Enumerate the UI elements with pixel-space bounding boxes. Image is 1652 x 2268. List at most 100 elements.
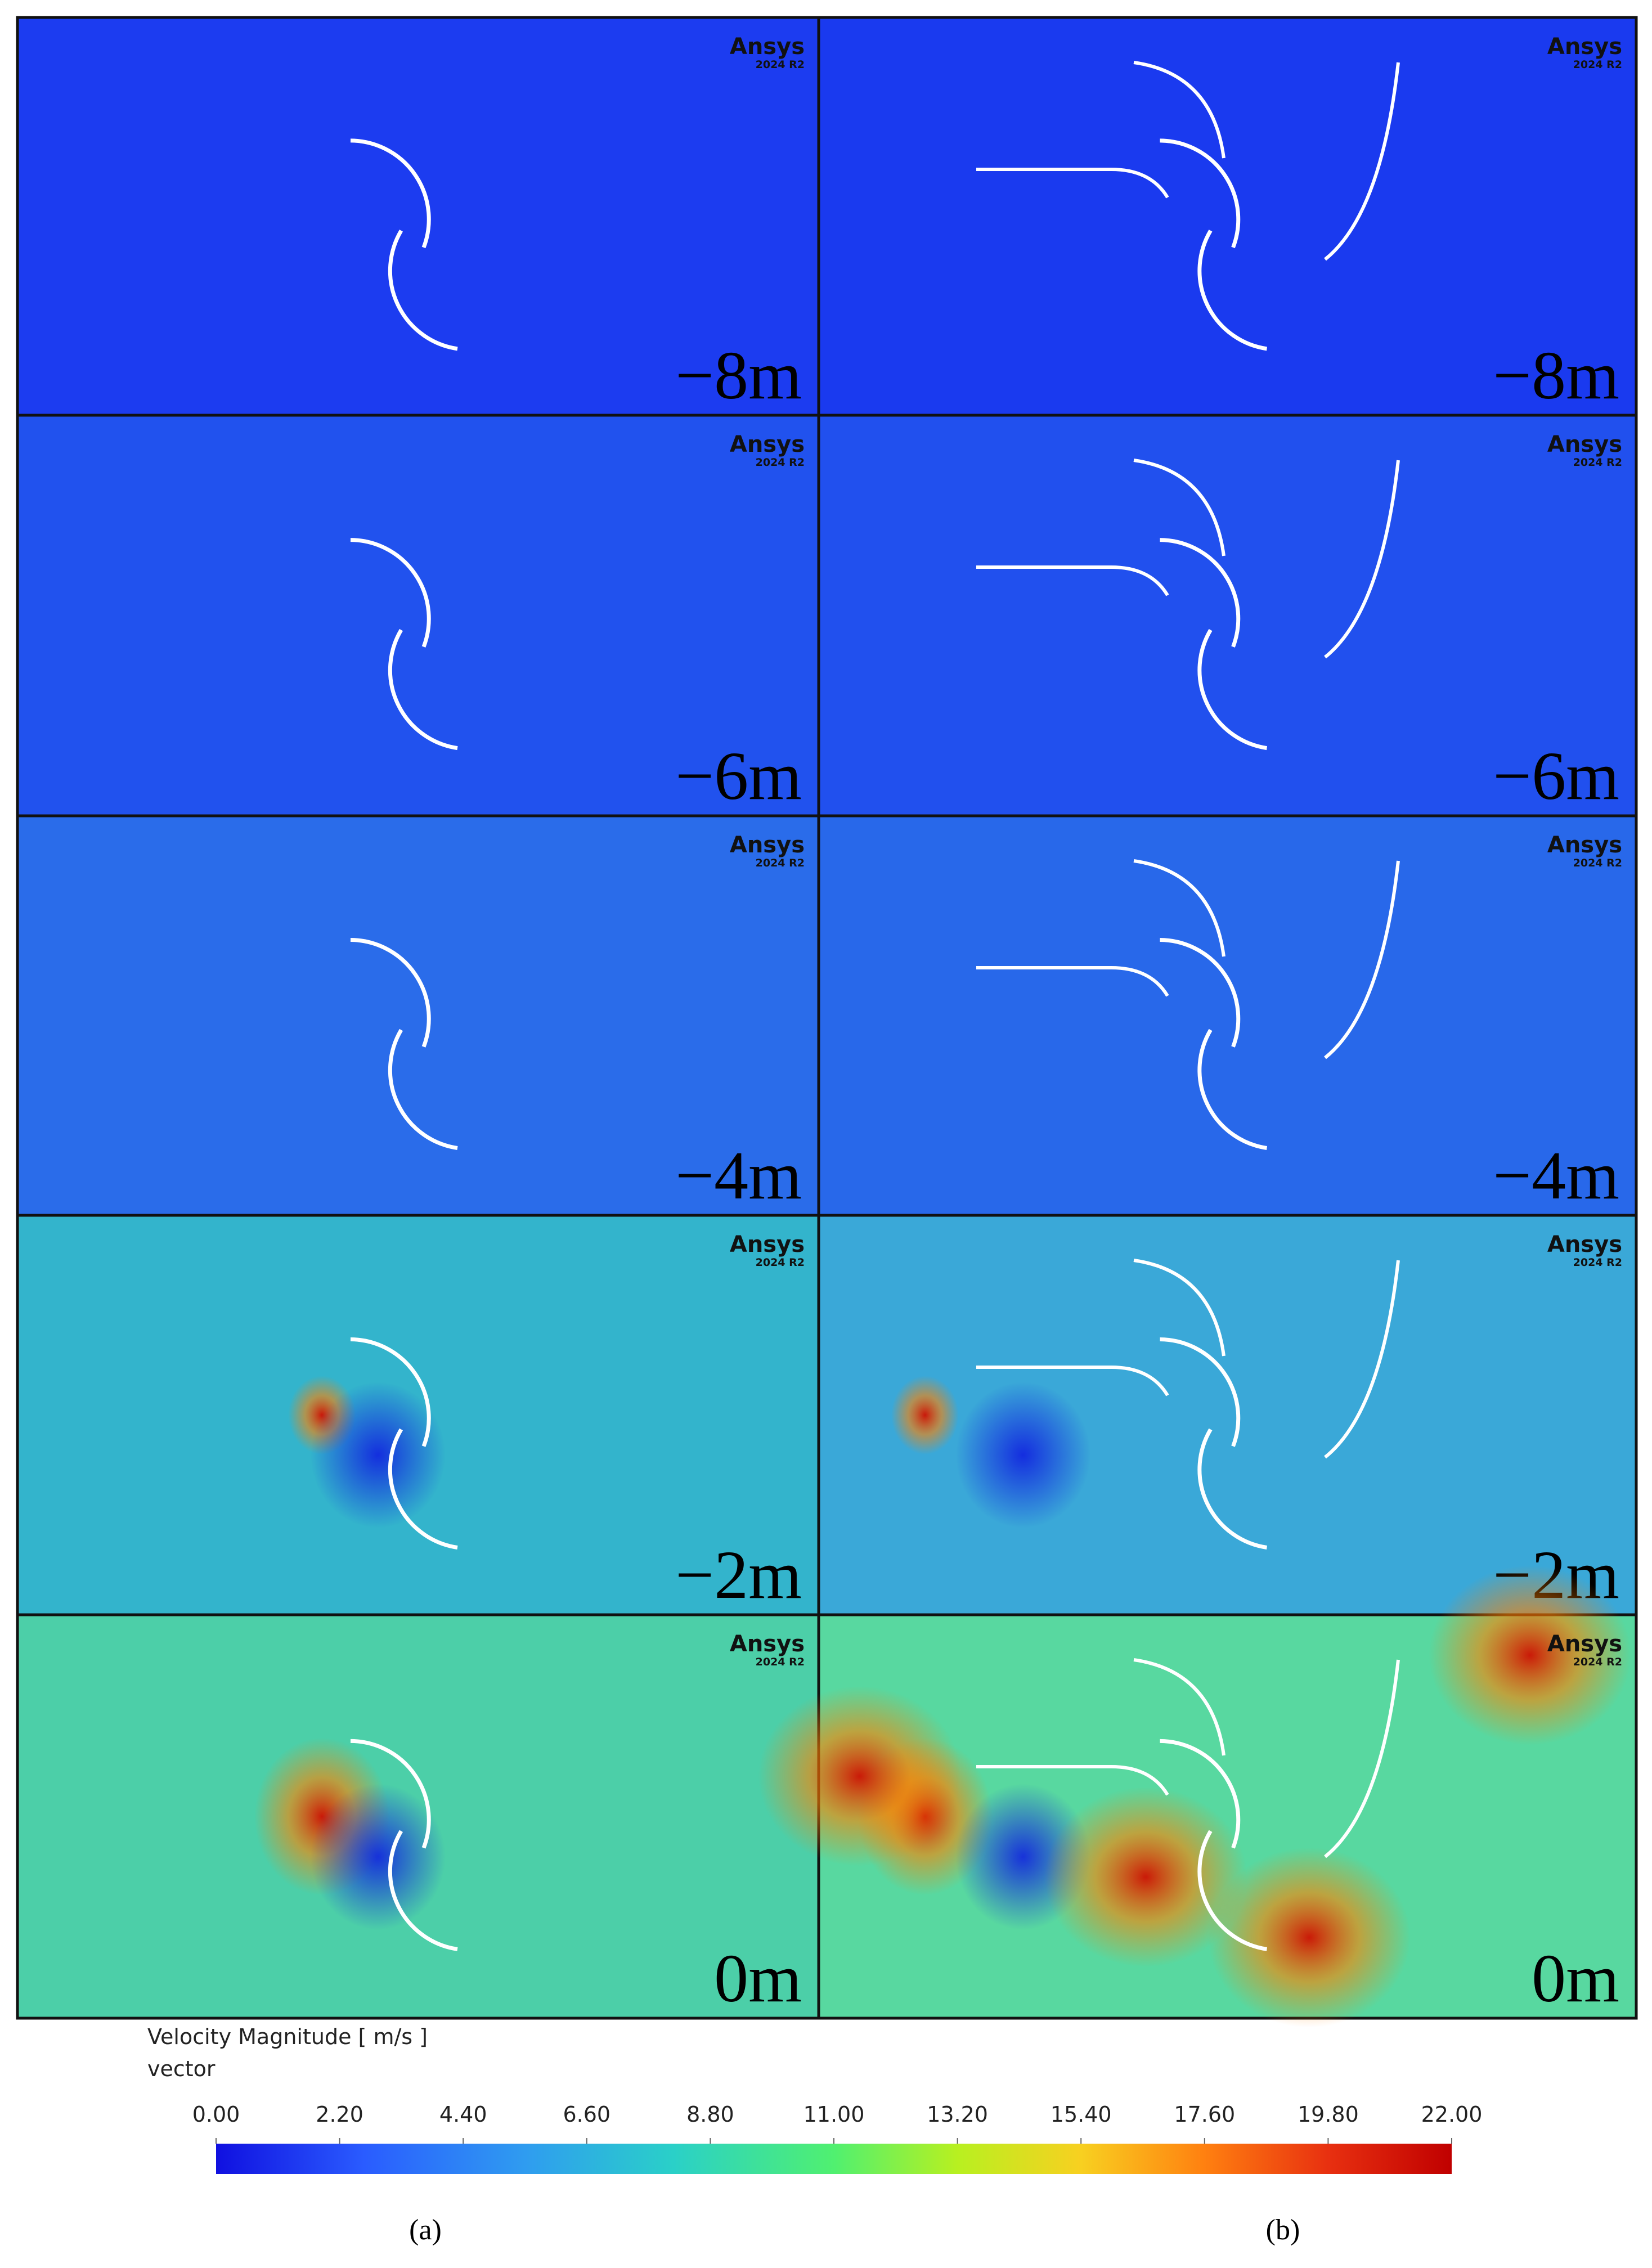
logo-name: Ansys xyxy=(1547,432,1622,457)
logo-version: 2024 R2 xyxy=(1573,1256,1622,1269)
depth-label: −8m xyxy=(1493,338,1619,414)
blade xyxy=(1197,628,1268,751)
guide-vane xyxy=(1133,1259,1225,1357)
panel-background xyxy=(16,814,820,1217)
logo-version: 2024 R2 xyxy=(1573,857,1622,869)
guide-vane xyxy=(976,1765,1169,1796)
depth-label: −8m xyxy=(675,338,802,414)
blade xyxy=(1160,1739,1241,1849)
logo-version: 2024 R2 xyxy=(756,1656,805,1668)
logo-version: 2024 R2 xyxy=(756,59,805,71)
flow-region xyxy=(1207,1847,1411,2028)
blade xyxy=(1160,138,1241,249)
blade xyxy=(388,1029,458,1150)
tick-label: 19.80 xyxy=(1298,2102,1359,2127)
blade xyxy=(1197,1029,1268,1150)
blade xyxy=(350,1337,431,1447)
blade xyxy=(1197,1428,1268,1550)
panel-background xyxy=(16,16,820,417)
colorbar-title: Velocity Magnitude [ m/s ] xyxy=(147,2024,428,2049)
logo-name: Ansys xyxy=(1547,34,1622,60)
logo-version: 2024 R2 xyxy=(1573,1656,1622,1668)
guide-vane xyxy=(1133,459,1225,556)
tick-label: 4.40 xyxy=(439,2102,487,2127)
logo-version: 2024 R2 xyxy=(1573,456,1622,469)
guide-vane xyxy=(1133,859,1225,957)
logo-name: Ansys xyxy=(730,832,805,858)
guide-vane xyxy=(1324,860,1400,1059)
guide-vane xyxy=(1324,460,1400,659)
blade xyxy=(1160,1337,1241,1447)
guide-vane xyxy=(976,168,1169,199)
logo-version: 2024 R2 xyxy=(756,1256,805,1269)
tick-label: 2.20 xyxy=(316,2102,363,2127)
tick-label: 13.20 xyxy=(927,2102,988,2127)
blade xyxy=(388,628,458,751)
tick-label: 15.40 xyxy=(1051,2102,1112,2127)
logo-name: Ansys xyxy=(730,1631,805,1657)
blade xyxy=(388,1428,458,1550)
guide-vane xyxy=(1324,1260,1400,1459)
depth-label: −6m xyxy=(675,738,802,814)
logo-version: 2024 R2 xyxy=(756,857,805,869)
logo-name: Ansys xyxy=(1547,1631,1622,1657)
depth-label: −4m xyxy=(675,1138,802,1214)
guide-vane xyxy=(976,966,1169,997)
blade xyxy=(1160,538,1241,648)
depth-label: −4m xyxy=(1493,1138,1619,1214)
flow-region xyxy=(1044,1787,1247,1968)
column-label: (b) xyxy=(1266,2214,1300,2246)
flow-region xyxy=(891,1376,959,1454)
depth-label: 0m xyxy=(714,1941,802,2017)
guide-vane xyxy=(976,565,1169,596)
flow-region xyxy=(758,1686,961,1866)
colorbar-subtitle: vector xyxy=(147,2056,216,2081)
guide-vane xyxy=(1133,61,1225,159)
tick-label: 22.00 xyxy=(1421,2102,1483,2127)
blade xyxy=(350,138,431,249)
blade xyxy=(1197,1830,1268,1951)
blade xyxy=(388,230,458,351)
guide-vane xyxy=(1133,1658,1225,1756)
logo-version: 2024 R2 xyxy=(1573,59,1622,71)
guide-vane xyxy=(1324,62,1400,261)
flow-region xyxy=(1429,1565,1632,1745)
blade xyxy=(350,538,431,648)
panel-background xyxy=(817,16,1638,417)
blade xyxy=(350,938,431,1048)
blade xyxy=(1160,938,1241,1048)
panel-background xyxy=(16,414,820,818)
tick-label: 0.00 xyxy=(192,2102,240,2127)
colorbar xyxy=(216,2144,1452,2174)
logo-name: Ansys xyxy=(1547,1232,1622,1257)
logo-name: Ansys xyxy=(730,1232,805,1257)
logo-version: 2024 R2 xyxy=(756,456,805,469)
flow-region xyxy=(310,1784,446,1930)
tick-label: 6.60 xyxy=(563,2102,610,2127)
blade xyxy=(388,1830,458,1951)
tick-label: 11.00 xyxy=(803,2102,865,2127)
blade xyxy=(1197,230,1268,351)
tick-label: 8.80 xyxy=(686,2102,734,2127)
depth-label: −2m xyxy=(675,1537,802,1613)
blade xyxy=(350,1739,431,1849)
flow-region xyxy=(955,1382,1091,1528)
column-label: (a) xyxy=(409,2214,442,2246)
tick-label: 17.60 xyxy=(1174,2102,1235,2127)
depth-label: −6m xyxy=(1493,738,1619,814)
logo-name: Ansys xyxy=(1547,832,1622,858)
guide-vane xyxy=(976,1366,1169,1396)
flow-region xyxy=(310,1382,446,1528)
